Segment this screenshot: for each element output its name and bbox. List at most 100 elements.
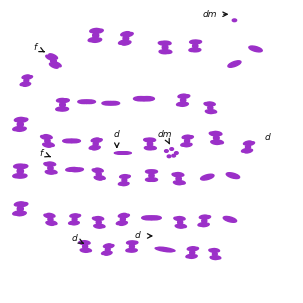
Ellipse shape	[47, 213, 55, 217]
Ellipse shape	[16, 174, 27, 178]
Ellipse shape	[190, 247, 198, 251]
Ellipse shape	[71, 168, 83, 172]
Ellipse shape	[14, 164, 24, 168]
Ellipse shape	[16, 211, 26, 216]
Ellipse shape	[204, 102, 212, 106]
Ellipse shape	[68, 139, 80, 143]
Ellipse shape	[14, 117, 24, 122]
Ellipse shape	[70, 214, 78, 217]
Ellipse shape	[114, 152, 129, 154]
Ellipse shape	[120, 175, 128, 178]
Ellipse shape	[180, 103, 188, 106]
Ellipse shape	[121, 182, 129, 186]
Ellipse shape	[181, 98, 186, 103]
Ellipse shape	[44, 162, 53, 166]
Ellipse shape	[123, 35, 129, 41]
Ellipse shape	[159, 50, 168, 54]
Ellipse shape	[202, 218, 207, 223]
Text: d: d	[72, 235, 78, 244]
Ellipse shape	[14, 202, 24, 206]
Ellipse shape	[207, 102, 215, 105]
Ellipse shape	[190, 40, 198, 44]
Ellipse shape	[165, 150, 168, 152]
Ellipse shape	[17, 206, 23, 212]
Ellipse shape	[118, 182, 126, 185]
Ellipse shape	[202, 215, 211, 219]
Ellipse shape	[181, 95, 190, 98]
Text: dm: dm	[203, 10, 218, 19]
Ellipse shape	[214, 135, 219, 141]
Ellipse shape	[176, 181, 185, 184]
Ellipse shape	[121, 214, 129, 218]
Ellipse shape	[178, 224, 186, 228]
Ellipse shape	[170, 148, 174, 150]
Ellipse shape	[82, 241, 90, 244]
Ellipse shape	[45, 138, 50, 144]
Ellipse shape	[95, 168, 103, 172]
Ellipse shape	[174, 217, 182, 221]
Ellipse shape	[52, 62, 61, 67]
Ellipse shape	[173, 181, 182, 185]
Ellipse shape	[201, 223, 209, 227]
Ellipse shape	[20, 82, 28, 86]
Ellipse shape	[97, 224, 105, 228]
Text: d: d	[265, 133, 271, 142]
Ellipse shape	[88, 38, 98, 42]
Ellipse shape	[94, 225, 102, 228]
Ellipse shape	[23, 83, 31, 86]
Ellipse shape	[60, 102, 65, 108]
Ellipse shape	[121, 32, 130, 36]
Ellipse shape	[172, 154, 175, 157]
Ellipse shape	[148, 170, 158, 173]
Ellipse shape	[228, 61, 241, 67]
Ellipse shape	[17, 165, 28, 168]
Ellipse shape	[124, 32, 133, 37]
Ellipse shape	[185, 138, 190, 143]
Ellipse shape	[193, 40, 201, 44]
Ellipse shape	[68, 221, 77, 225]
Ellipse shape	[119, 221, 127, 225]
Ellipse shape	[175, 152, 178, 154]
Ellipse shape	[192, 48, 201, 52]
Ellipse shape	[177, 102, 185, 106]
Text: dm: dm	[158, 130, 172, 139]
Ellipse shape	[162, 50, 172, 53]
Ellipse shape	[122, 41, 131, 45]
Ellipse shape	[49, 54, 58, 59]
Ellipse shape	[122, 178, 127, 182]
Ellipse shape	[94, 139, 102, 142]
Ellipse shape	[73, 214, 81, 218]
Ellipse shape	[89, 145, 97, 149]
Ellipse shape	[93, 142, 98, 146]
Ellipse shape	[90, 28, 100, 33]
Ellipse shape	[17, 168, 23, 174]
Ellipse shape	[79, 241, 87, 245]
Ellipse shape	[95, 217, 104, 220]
Ellipse shape	[178, 94, 187, 98]
Ellipse shape	[249, 46, 262, 52]
Ellipse shape	[13, 211, 23, 215]
Ellipse shape	[147, 216, 161, 220]
Ellipse shape	[104, 244, 111, 248]
Ellipse shape	[92, 169, 100, 173]
Ellipse shape	[46, 55, 55, 60]
Ellipse shape	[91, 138, 99, 142]
Ellipse shape	[167, 155, 171, 158]
Ellipse shape	[56, 107, 65, 111]
Ellipse shape	[118, 213, 127, 217]
Ellipse shape	[24, 78, 29, 83]
Ellipse shape	[60, 99, 69, 102]
Ellipse shape	[181, 143, 189, 146]
Ellipse shape	[149, 173, 154, 178]
Ellipse shape	[83, 100, 95, 104]
Ellipse shape	[189, 48, 198, 52]
Ellipse shape	[102, 102, 115, 105]
Ellipse shape	[155, 248, 173, 252]
Ellipse shape	[129, 249, 137, 252]
Ellipse shape	[214, 140, 223, 144]
Ellipse shape	[22, 75, 30, 78]
Ellipse shape	[212, 252, 217, 256]
Ellipse shape	[72, 221, 79, 225]
Ellipse shape	[47, 162, 56, 166]
Ellipse shape	[189, 255, 197, 258]
